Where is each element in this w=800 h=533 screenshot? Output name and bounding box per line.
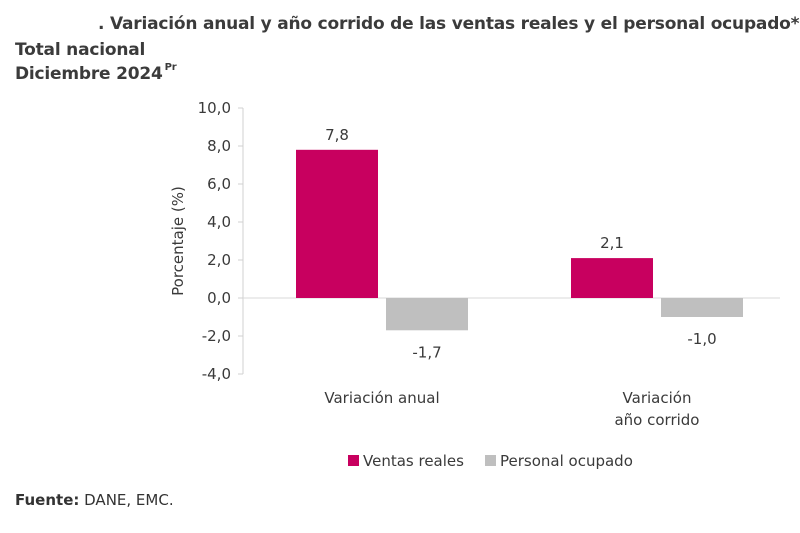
y-tick-label: 0,0 xyxy=(207,289,231,307)
y-tick-label: 4,0 xyxy=(207,213,231,231)
legend-label: Personal ocupado xyxy=(500,452,633,470)
bar-ventas-reales xyxy=(296,149,378,298)
bars xyxy=(296,149,743,331)
legend-label: Ventas reales xyxy=(363,452,464,470)
category-label: Variación año corrido xyxy=(614,389,699,429)
data-label: -1,7 xyxy=(412,343,441,361)
y-tick-label: -4,0 xyxy=(202,365,231,383)
data-label: -1,0 xyxy=(687,330,716,348)
chart-title: . Variación anual y año corrido de las v… xyxy=(98,14,800,34)
y-axis-title: Porcentaje (%) xyxy=(169,186,187,296)
source-text: DANE, EMC. xyxy=(79,491,174,509)
legend: Ventas reales Personal ocupado xyxy=(348,452,633,470)
y-tick-label: -2,0 xyxy=(202,327,231,345)
source-label: Fuente: xyxy=(15,491,80,509)
legend-item-personal-ocupado: Personal ocupado xyxy=(485,452,633,470)
bar-personal-ocupado xyxy=(386,298,468,331)
category-labels: Variación anual Variación año corrido xyxy=(324,389,699,429)
legend-swatch xyxy=(485,455,496,466)
chart-subtitle-region: Total nacional xyxy=(15,40,146,60)
bar-ventas-reales xyxy=(571,258,653,298)
y-axis: 10,0 8,0 6,0 4,0 2,0 0,0 -2,0 -4,0 xyxy=(198,99,780,383)
source-note: Fuente: DANE, EMC. xyxy=(15,491,174,509)
legend-item-ventas-reales: Ventas reales xyxy=(348,452,464,470)
data-labels: 7,8 2,1 -1,7 -1,0 xyxy=(325,126,717,361)
bar-personal-ocupado xyxy=(661,298,743,317)
y-tick-label: 6,0 xyxy=(207,175,231,193)
data-label: 2,1 xyxy=(600,234,624,252)
preliminary-marker: Pr xyxy=(164,62,177,74)
y-tick-label: 10,0 xyxy=(198,99,231,117)
y-tick-label: 8,0 xyxy=(207,137,231,155)
category-label: Variación anual xyxy=(324,389,439,407)
y-tick-label: 2,0 xyxy=(207,251,231,269)
data-label: 7,8 xyxy=(325,126,349,144)
chart-subtitle-period: Diciembre 2024 Pr xyxy=(15,62,177,84)
legend-swatch xyxy=(348,455,359,466)
period-text: Diciembre 2024 xyxy=(15,64,163,84)
